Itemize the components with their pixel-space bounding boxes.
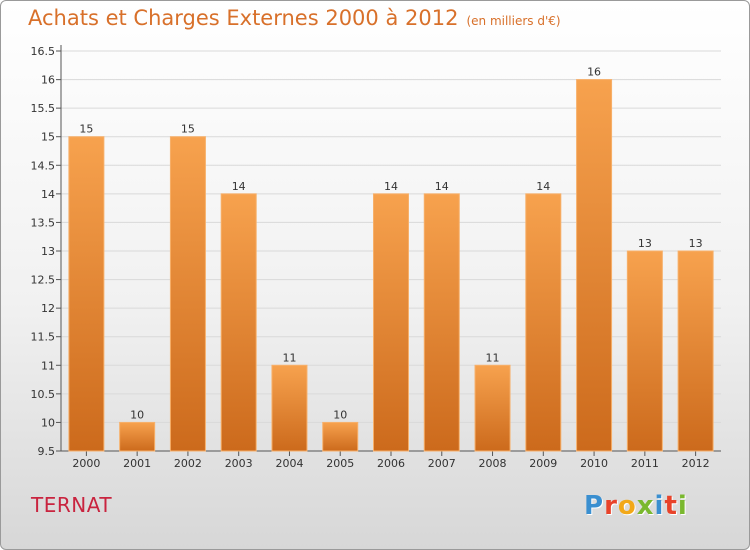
bar-2009	[525, 193, 562, 452]
x-tick-label-2010: 2010	[580, 457, 608, 470]
x-tick-label-2005: 2005	[326, 457, 354, 470]
x-tick-label-2008: 2008	[479, 457, 507, 470]
y-tick-label: 14.5	[31, 159, 56, 172]
x-tick-label-2007: 2007	[428, 457, 456, 470]
labels: 9.5 10 10.5 11 11.5 12 12.5 13 13.5 14 14.5 15 15.5 1…	[31, 45, 710, 470]
y-tick-label: 13.5	[31, 216, 56, 229]
data-label-2000: 15	[79, 123, 93, 136]
bar-2012	[677, 250, 714, 452]
bar-2006	[373, 193, 409, 452]
logo-letter: r	[604, 491, 618, 521]
data-label-2007: 14	[435, 180, 449, 193]
y-tick-label: 12	[41, 302, 55, 315]
y-tick-label: 11	[41, 359, 55, 372]
logo-letter: o	[617, 491, 637, 521]
x-tick-label-2000: 2000	[72, 457, 100, 470]
logo-letter: P	[584, 491, 605, 521]
data-label-2006: 14	[384, 180, 398, 193]
y-tick-label: 15	[41, 131, 55, 144]
logo-letter: i	[654, 491, 665, 521]
x-tick-label-2002: 2002	[174, 457, 202, 470]
x-tick-label-2006: 2006	[377, 457, 405, 470]
y-tick-label: 16	[41, 74, 55, 87]
data-label-2012: 13	[689, 237, 703, 250]
chart-unit-text: (en milliers d'€)	[466, 14, 561, 28]
bars	[68, 79, 714, 452]
proxiti-logo: Proxiti	[584, 491, 688, 521]
bar-2002	[169, 136, 206, 452]
y-tick-label: 9.5	[38, 445, 56, 458]
data-label-2001: 10	[130, 408, 144, 421]
x-tick-label-2011: 2011	[631, 457, 659, 470]
commune-name: TERNAT	[31, 493, 113, 517]
y-tick-label: 12.5	[31, 274, 56, 287]
bar-2004	[271, 364, 308, 452]
data-label-2003: 14	[232, 180, 246, 193]
y-tick-label: 13	[41, 245, 55, 258]
data-label-2011: 13	[638, 237, 652, 250]
data-label-2008: 11	[486, 351, 500, 364]
data-label-2009: 14	[536, 180, 550, 193]
y-tick-label: 16.5	[31, 45, 56, 58]
bar-2007	[423, 193, 460, 452]
x-tick-label-2001: 2001	[123, 457, 151, 470]
y-tick-label: 11.5	[31, 331, 56, 344]
logo-letter: i	[677, 491, 688, 521]
bar-2001	[119, 421, 156, 452]
bar-2008	[474, 364, 511, 452]
x-tick-label-2012: 2012	[682, 457, 710, 470]
logo-letter: t	[664, 491, 678, 521]
bar-2003	[220, 193, 257, 452]
bar-2010	[576, 79, 613, 452]
bar-2005	[322, 421, 359, 452]
y-tick-label: 15.5	[31, 102, 56, 115]
logo-letter: x	[636, 491, 655, 521]
chart-title-text: Achats et Charges Externes 2000 à 2012	[28, 6, 459, 30]
bar-2011	[626, 250, 663, 452]
y-tick-label: 10	[41, 416, 55, 429]
data-label-2010: 16	[587, 66, 601, 79]
x-tick-label-2003: 2003	[225, 457, 253, 470]
x-tick-label-2004: 2004	[275, 457, 303, 470]
y-tick-label: 14	[41, 188, 55, 201]
data-label-2005: 10	[333, 408, 347, 421]
y-tick-label: 10.5	[31, 388, 56, 401]
bar-2000	[68, 136, 105, 452]
data-label-2002: 15	[181, 123, 195, 136]
data-label-2004: 11	[282, 351, 296, 364]
chart-title: Achats et Charges Externes 2000 à 2012 (e…	[28, 6, 561, 30]
x-tick-label-2009: 2009	[529, 457, 557, 470]
